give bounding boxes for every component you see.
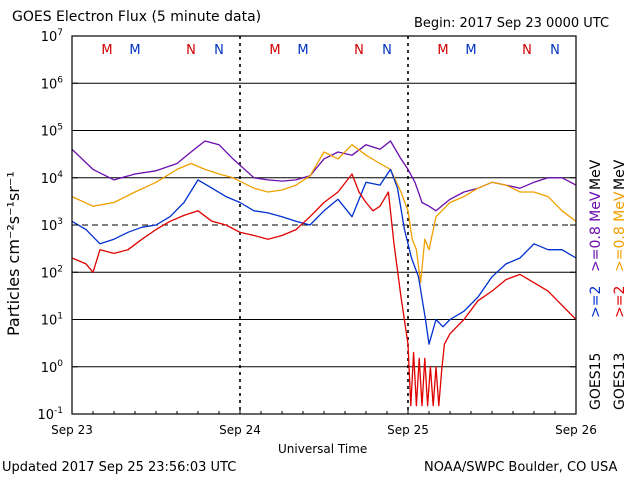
day-marker-label: M [101,43,112,58]
day-marker-label: M [437,43,448,58]
y-tick-label: 103 [41,217,63,234]
x-axis-label: Universal Time [278,442,368,456]
mev-unit-b: MeV [612,159,628,190]
goes13-08mev-label: >=0.8 MeV [612,191,628,272]
chart-title: GOES Electron Flux (5 minute data) [12,9,262,25]
y-axis-ticks: 10-1 100 101 102 103 104 105 106 107 [37,28,576,423]
mev-unit-a: MeV [588,159,604,190]
day-marker-label: N [186,43,196,58]
credit-label: NOAA/SWPC Boulder, CO USA [424,460,618,475]
y-tick-label: 100 [41,359,64,376]
gridlines [72,82,576,368]
goes13-2mev-label: >=2 [612,285,628,318]
y-tick-label: 105 [41,123,63,140]
day-marker-label: M [129,43,140,58]
goes15-08mev-label: >=0.8 MeV [588,191,604,272]
x-tick-label: Sep 26 [555,423,597,437]
day-marker-label: M [297,43,308,58]
day-marker-label: N [214,43,224,58]
day-marker-label: N [382,43,392,58]
day-marker-label: N [354,43,364,58]
day-marker-label: M [465,43,476,58]
y-axis-label: Particles cm⁻²s⁻¹sr⁻¹ [4,171,23,336]
goes15-2mev-label: >=2 [588,285,604,318]
y-tick-label: 102 [41,264,63,281]
series-line-4 [71,173,577,407]
data-series [71,140,577,407]
updated-timestamp: Updated 2017 Sep 25 23:56:03 UTC [2,460,237,475]
y-tick-label: 106 [41,75,64,92]
x-axis-ticks: Sep 23 Sep 24 Sep 25 Sep 26 [51,408,597,437]
day-marker-label: M [269,43,280,58]
y-tick-label: 107 [41,28,63,45]
x-tick-label: Sep 24 [219,423,261,437]
y-tick-label: 101 [41,312,63,329]
goes15-label: GOES15 [588,352,604,410]
begin-time: Begin: 2017 Sep 23 0000 UTC [414,16,610,31]
day-marker-label: N [550,43,560,58]
series-line-2 [71,144,577,284]
x-tick-label: Sep 25 [387,423,429,437]
day-marker-label: N [522,43,532,58]
goes13-label: GOES13 [612,352,628,410]
y-tick-label: 104 [41,170,64,187]
y-tick-label: 10-1 [37,406,63,423]
series-line-3 [71,168,577,345]
x-tick-label: Sep 23 [51,423,93,437]
